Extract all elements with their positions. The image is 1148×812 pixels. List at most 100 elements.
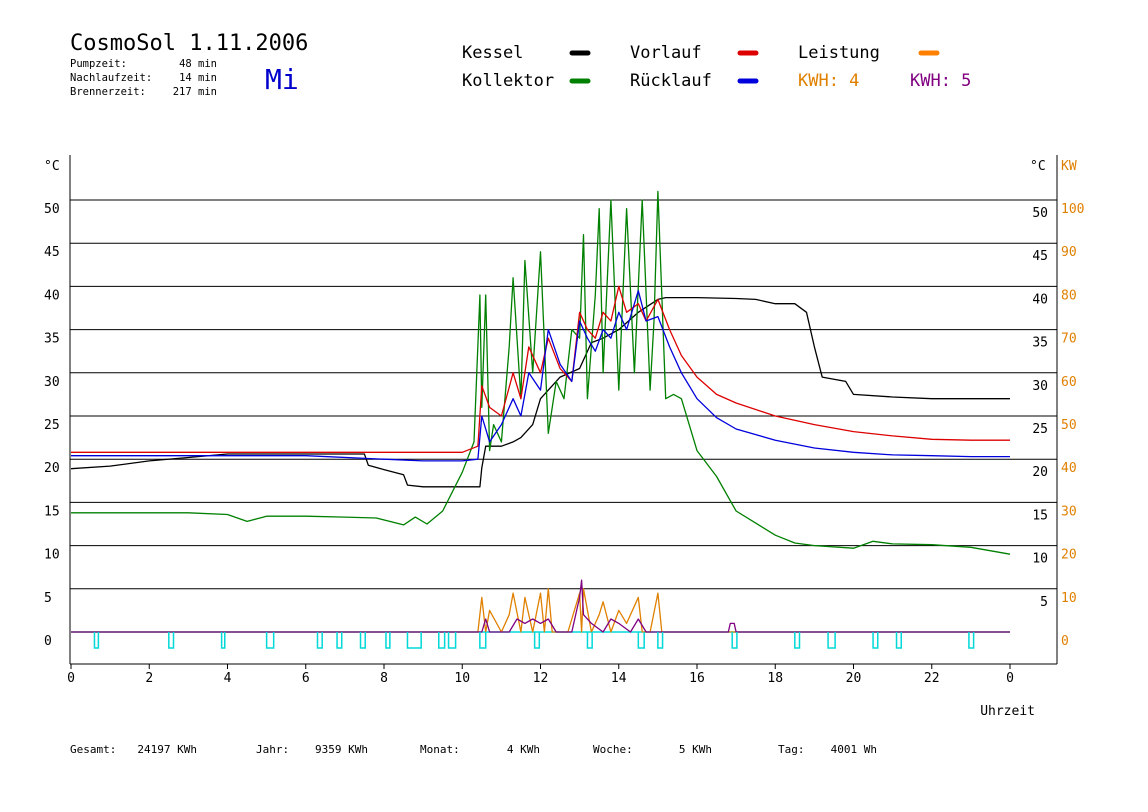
power-tick-label: 70 (1061, 332, 1077, 347)
pump-pulse (447, 632, 457, 649)
x-tick-label: 0 (67, 671, 75, 686)
y-axis-unit-right: °C (1030, 159, 1046, 174)
legend-kwh: KWH: 4 (798, 71, 859, 91)
footer-value: 5 KWh (679, 743, 712, 756)
pump-pulse (438, 632, 446, 649)
y-tick-label-right: 20 (1032, 465, 1048, 480)
pump-pulse (637, 632, 645, 649)
pump-pulse (168, 632, 175, 649)
x-tick-label: 12 (533, 671, 549, 686)
power-tick-label: 0 (1061, 634, 1069, 649)
x-tick-label: 8 (380, 671, 388, 686)
series-kollektor-line (71, 190, 1011, 555)
series-r-cklauf-line (71, 290, 1010, 462)
stat-value: 217 min (173, 86, 217, 98)
power-tick-label: 30 (1061, 504, 1077, 519)
y-tick-label-right: 15 (1032, 508, 1048, 523)
y-tick-label-right: 10 (1032, 552, 1048, 567)
y-tick-label-right: 45 (1032, 249, 1048, 264)
y-tick-label-left: 5 (44, 591, 52, 606)
grid (70, 199, 1057, 590)
y-tick-label-right: 5 (1040, 595, 1048, 610)
pump-pulse (265, 632, 275, 649)
series-vorlauf-line (71, 285, 1010, 453)
legend-label: Vorlauf (630, 43, 702, 63)
pump-pulse (220, 632, 226, 649)
y-axis-unit-power: KW (1061, 159, 1077, 174)
y-tick-label-left: 50 (44, 202, 60, 217)
footer-value: 24197 KWh (137, 743, 197, 756)
stat-label: Nachlaufzeit: (70, 72, 152, 84)
footer-label: Monat: (420, 743, 460, 756)
series-kwh-5-line (71, 579, 1010, 633)
pump-pulse (872, 632, 879, 649)
power-tick-label: 20 (1061, 548, 1077, 563)
y-tick-label-left: 10 (44, 548, 60, 563)
pump-pulse (827, 632, 836, 649)
y-tick-label-left: 45 (44, 245, 60, 260)
series-kwh-4-line (71, 588, 1010, 633)
y-tick-label-left: 0 (44, 634, 52, 649)
stat-value: 14 min (179, 72, 217, 84)
footer-value: 9359 KWh (315, 743, 368, 756)
footer-label: Gesamt: (70, 743, 116, 756)
x-axis-label: Uhrzeit (980, 704, 1035, 719)
power-tick-label: 50 (1061, 418, 1077, 433)
y-tick-label-right: 50 (1032, 206, 1048, 221)
pump-pulse (406, 632, 422, 649)
x-tick-label: 10 (454, 671, 470, 686)
chart-title: CosmoSol 1.11.2006 (70, 31, 308, 56)
x-tick-label: 4 (224, 671, 232, 686)
y-tick-label-left: 40 (44, 288, 60, 303)
pump-pulse (657, 632, 664, 649)
x-tick-label: 2 (145, 671, 153, 686)
pump-pulse (385, 632, 391, 649)
y-tick-label-left: 35 (44, 332, 60, 347)
x-tick-label: 22 (924, 671, 940, 686)
power-tick-label: 10 (1061, 591, 1077, 606)
pump-pulse (93, 632, 100, 649)
y-tick-label-left: 20 (44, 461, 60, 476)
legend-kwh: KWH: 5 (910, 71, 971, 91)
power-tick-label: 90 (1061, 245, 1077, 260)
y-tick-label-right: 35 (1032, 336, 1048, 351)
header: CosmoSol 1.11.2006 Mi Pumpzeit: 48 min Nac… (70, 31, 308, 98)
power-tick-label: 80 (1061, 288, 1077, 303)
pump-pulse (968, 632, 975, 649)
power-tick-label: 100 (1061, 202, 1084, 217)
legend: Kessel Kollektor Vorlauf Rücklauf Leistung KW… (462, 43, 971, 91)
x-tick-label: 16 (689, 671, 705, 686)
legend-label: Rücklauf (630, 71, 712, 91)
legend-label: Kessel (462, 43, 523, 63)
footer-label: Tag: (778, 743, 805, 756)
day-label: Mi (265, 63, 299, 96)
y-tick-label-left: 15 (44, 504, 60, 519)
y-tick-label-right: 30 (1032, 379, 1048, 394)
plot-area (70, 190, 1011, 649)
legend-label: Leistung (798, 43, 880, 63)
x-tick-label: 0 (1006, 671, 1014, 686)
y-tick-label-right: 25 (1032, 422, 1048, 437)
stat-value: 48 min (179, 58, 217, 70)
pump-pulse (794, 632, 801, 649)
footer-label: Jahr: (256, 743, 289, 756)
pump-pulse (586, 632, 593, 649)
x-tick-label: 18 (767, 671, 783, 686)
pump-pulse (359, 632, 366, 649)
y-tick-label-left: 25 (44, 418, 60, 433)
footer-value: 4001 Wh (831, 743, 877, 756)
stats-block: Pumpzeit: 48 min Nachlaufzeit: 14 min Brenne… (70, 58, 217, 98)
y-tick-label-right: 40 (1032, 292, 1048, 307)
pump-pulse (731, 632, 738, 649)
pump-pulse (336, 632, 343, 649)
power-tick-label: 60 (1061, 375, 1077, 390)
footer-totals: Gesamt: 24197 KWh Jahr: 9359 KWh Monat: 4 KWh… (70, 743, 877, 756)
y-axis-unit-left: °C (44, 159, 60, 174)
pump-pulse (316, 632, 323, 649)
stat-label: Pumpzeit: (70, 58, 127, 70)
pump-pulse (479, 632, 487, 649)
y-tick-label-left: 30 (44, 375, 60, 390)
pump-pulse (895, 632, 902, 649)
